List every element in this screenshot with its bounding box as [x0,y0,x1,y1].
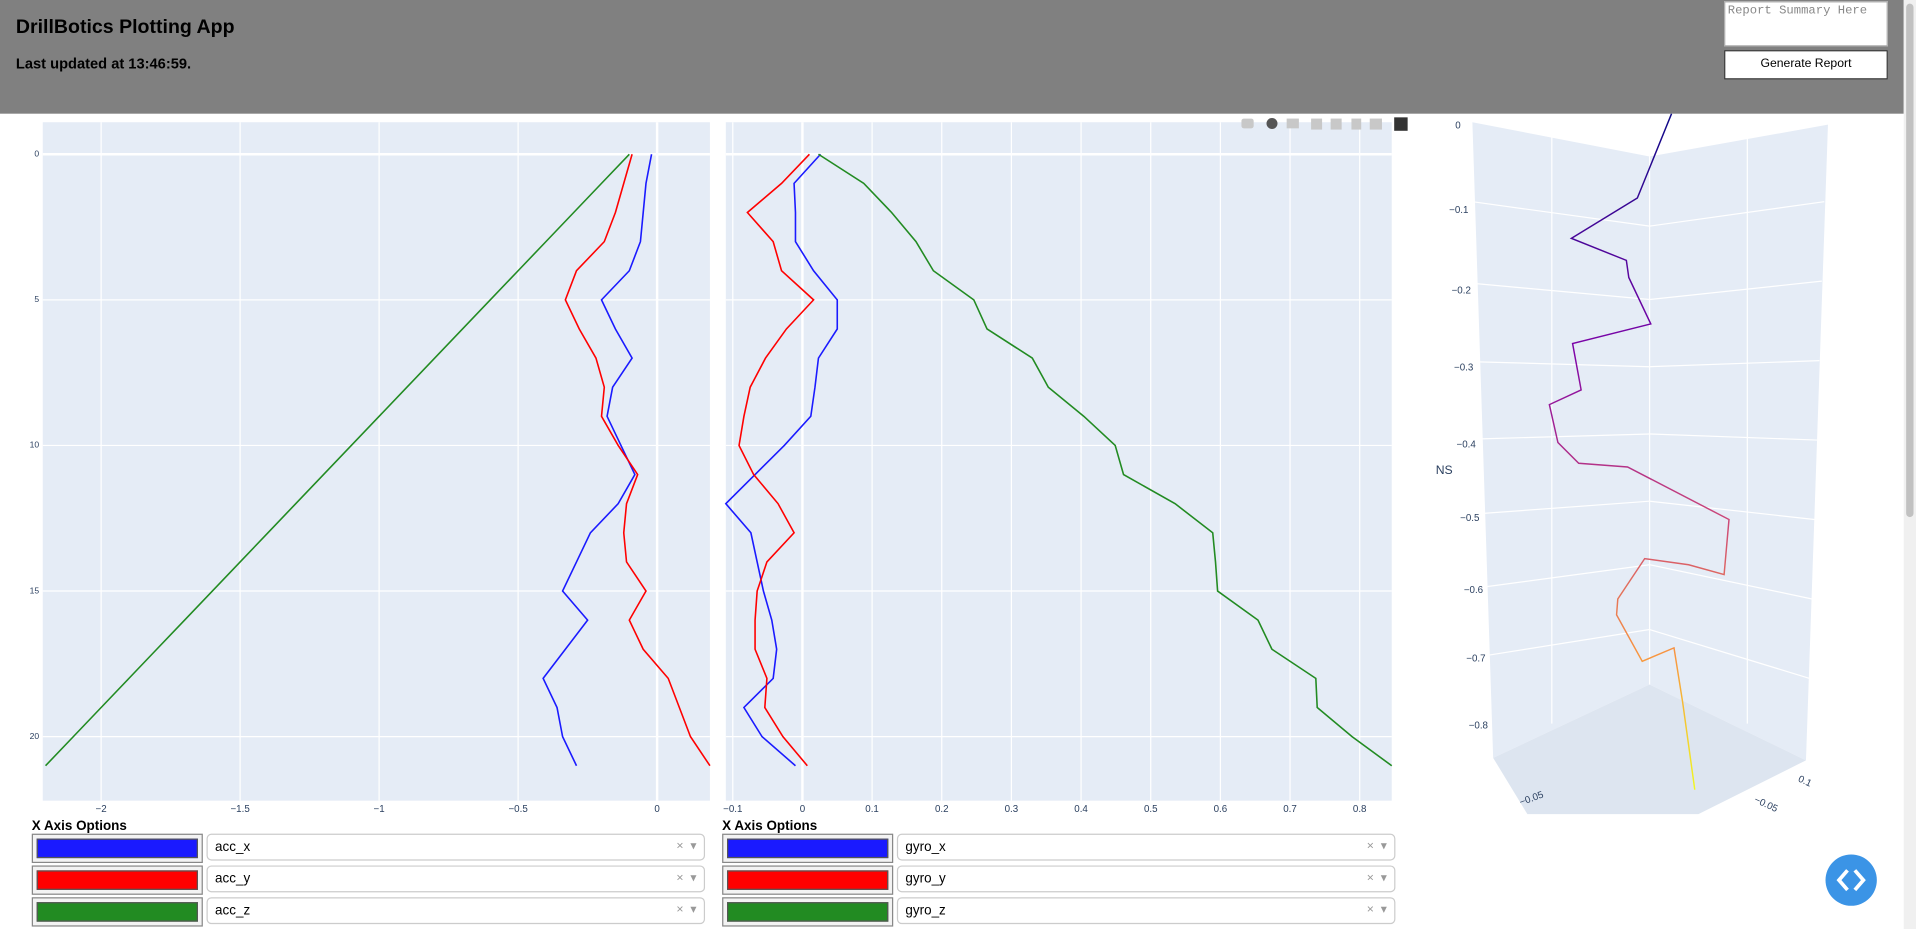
select-value: gyro_y [905,871,946,887]
x-tick-label: −1.5 [230,804,250,815]
scene-pane [1472,122,1828,761]
z-tick-label: −0.4 [1457,440,1477,451]
scrollbar[interactable] [1903,0,1916,929]
select-value: acc_x [215,839,251,855]
series-select[interactable]: acc_x × ▾ [206,833,706,861]
select-icons[interactable]: × ▾ [676,903,697,917]
modebar [1241,117,1408,131]
chart: −0.1 0 0.1 0.2 0.3 0.4 0.5 0.6 0.7 0.8 [723,122,1393,815]
modebar-button[interactable] [1330,118,1342,130]
select-value: gyro_x [905,839,946,855]
x-tick-label: 0.6 [1214,804,1228,815]
series-select[interactable]: gyro_y × ▾ [896,865,1396,893]
chart: −2 −1.5 −1 −0.5 0 0 5 10 15 20 [30,122,711,815]
z-axis-title: NS [1436,463,1453,477]
y-tick-label: 10 [30,440,40,450]
select-icons[interactable]: × ▾ [1366,871,1387,886]
report-textarea[interactable]: Report Summary Here [1724,1,1888,47]
x-tick-label: 0 [800,804,806,815]
y-tick-label: 0 [34,149,39,159]
y-tick-label: 15 [30,585,40,595]
swatch-color [36,870,198,890]
color-swatch[interactable] [722,833,894,864]
select-value: acc_y [215,871,251,887]
select-value: gyro_z [905,903,946,919]
z-tick-label: −0.7 [1466,653,1485,664]
modebar-button[interactable] [1241,118,1254,129]
x-tick-label: −0.5 [508,804,528,815]
x-tick-label: −0.1 [723,804,742,815]
z-tick-label: −0.3 [1454,363,1473,374]
z-tick-label: 0 [1455,120,1461,131]
z-tick-label: −0.1 [1449,205,1468,216]
swatch-color [727,870,889,890]
devtools-button[interactable] [1825,854,1877,906]
x-tick-label: 0 [654,804,660,815]
x-tick-label: −2 [96,804,107,815]
series-select[interactable]: gyro_x × ▾ [896,833,1396,861]
x-tick-label: −1 [374,804,385,815]
select-icons[interactable]: × ▾ [1366,903,1387,917]
color-swatch[interactable] [722,897,894,927]
x-tick-label: 0.1 [865,804,879,815]
x-tick-label: 0.3 [1005,804,1019,815]
header: DrillBotics Plotting App Last updated at… [0,0,1904,114]
plot-background [725,122,1392,801]
select-value: acc_z [215,903,251,919]
color-swatch[interactable] [31,865,203,895]
z-tick-label: −0.5 [1460,513,1480,524]
swatch-color [36,838,198,859]
x-tick-label: 0.1 [1796,774,1813,790]
z-tick-label: −0.8 [1469,721,1488,732]
z-tick-label: −0.2 [1452,286,1471,297]
data-line [738,153,815,767]
modebar-button[interactable] [1311,118,1323,130]
modebar-button[interactable] [1266,117,1278,129]
modebar-button[interactable] [1286,118,1299,129]
select-icons[interactable]: × ▾ [676,871,697,886]
modebar-button[interactable] [1369,118,1382,130]
data-line [818,153,1393,767]
data-line [564,154,711,767]
swatch-color [36,902,198,922]
x-tick-label: 0.4 [1074,804,1088,815]
app-title: DrillBotics Plotting App [15,17,235,38]
series-select[interactable]: acc_y × ▾ [206,865,706,893]
series-select[interactable]: gyro_z × ▾ [896,897,1396,925]
data-line [724,153,839,767]
generate-button[interactable]: Generate Report [1724,50,1888,80]
y-tick-label: 20 [30,731,40,741]
x-tick-label: 0.2 [935,804,949,815]
x-tick-label: 0.5 [1144,804,1158,815]
trajectory-3d [1548,113,1730,790]
options-title: X Axis Options [31,819,127,834]
options-title: X Axis Options [722,819,818,834]
color-swatch[interactable] [722,865,894,895]
scene-floor [1493,684,1806,815]
z-tick-label: −0.6 [1464,585,1483,596]
series-select[interactable]: acc_z × ▾ [206,897,706,925]
x-tick-label: 0.7 [1283,804,1297,815]
swatch-color [727,902,889,922]
x-tick-label: 0.8 [1353,804,1367,815]
plot-background [42,122,710,801]
last-updated: Last updated at 13:46:59. [15,55,192,73]
modebar-button[interactable] [1394,117,1408,131]
swatch-color [727,838,889,859]
select-icons[interactable]: × ▾ [1366,839,1387,854]
color-swatch[interactable] [31,833,203,864]
modebar-button[interactable] [1351,118,1362,130]
select-icons[interactable]: × ▾ [676,839,697,854]
color-swatch[interactable] [31,897,203,927]
scene-grid [1472,136,1825,724]
y-tick-label: 5 [34,294,39,304]
data-line [44,153,630,767]
